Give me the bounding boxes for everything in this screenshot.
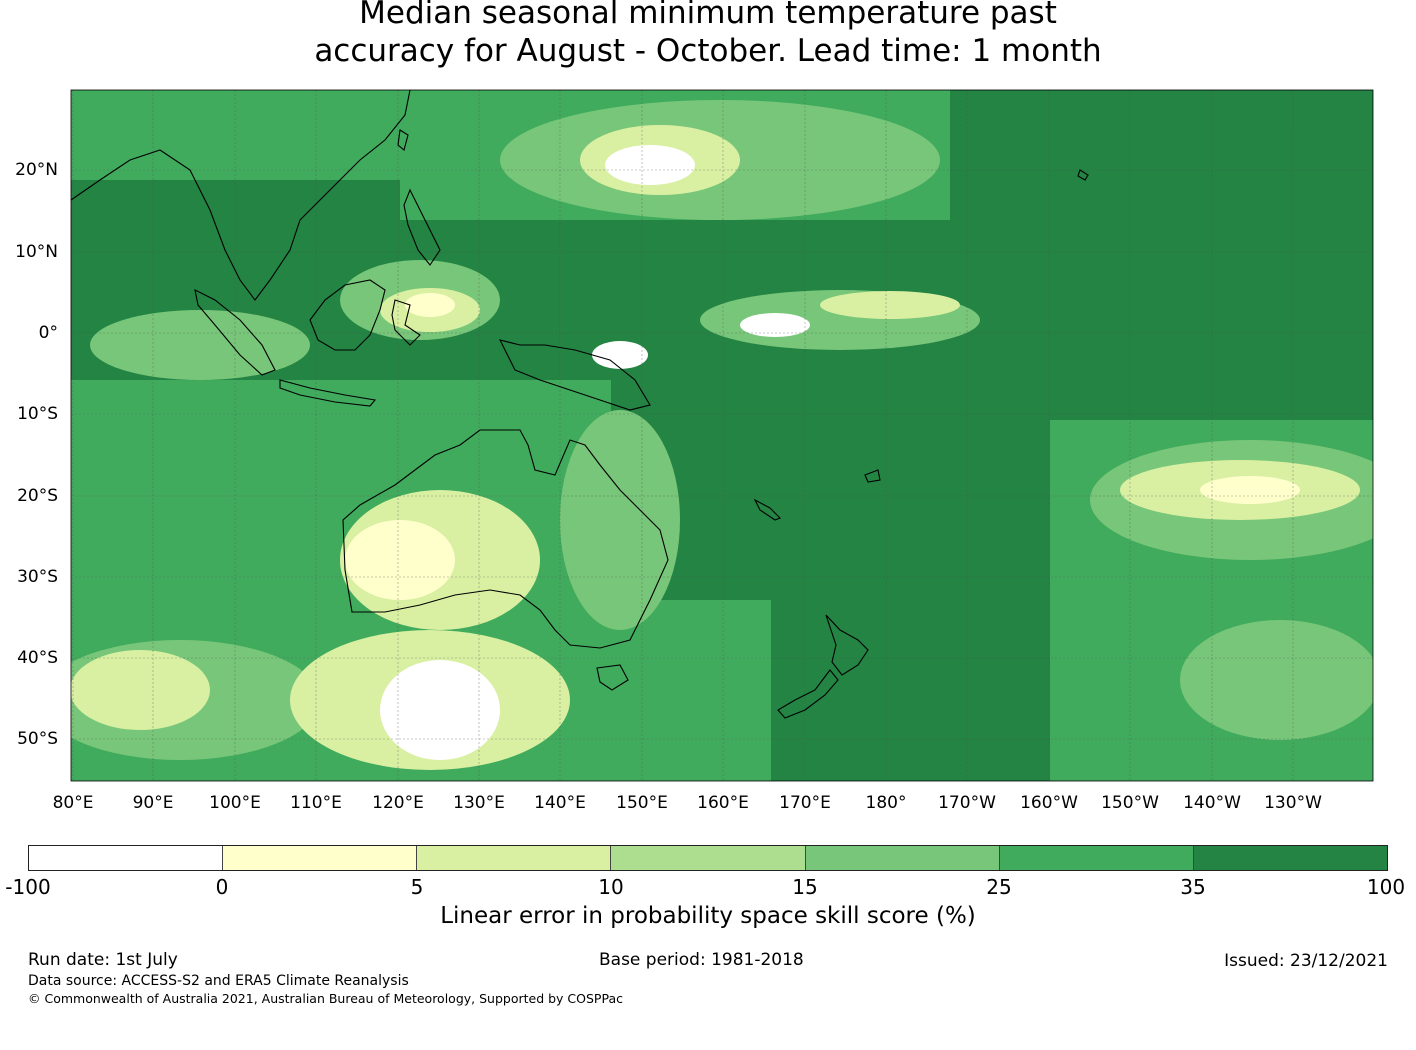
colorbar-segment xyxy=(1193,846,1387,870)
lon-label-120e: 120°E xyxy=(372,793,424,813)
lon-label-140w: 140°W xyxy=(1183,793,1241,813)
base-period: Base period: 1981-2018 xyxy=(599,950,804,970)
mainland-asia-coastline xyxy=(70,89,411,301)
map-title: Median seasonal minimum temperature past… xyxy=(0,0,1416,70)
lat-label-20s: 20°S xyxy=(17,486,58,506)
lon-label-180: 180° xyxy=(865,793,907,813)
colorbar-segment xyxy=(611,846,806,870)
new-caledonia-coastline xyxy=(753,498,781,521)
lon-label-90e: 90°E xyxy=(132,793,174,813)
taiwan-coastline xyxy=(397,129,409,151)
colorbar-segment xyxy=(805,846,1000,870)
lat-label-10s: 10°S xyxy=(17,404,58,424)
graticule xyxy=(71,90,1373,781)
colorbar-tick: 100 xyxy=(1366,875,1406,899)
lon-label-100e: 100°E xyxy=(209,793,261,813)
lon-label-150e: 150°E xyxy=(616,793,668,813)
map-field xyxy=(71,90,1373,781)
lon-label-110e: 110°E xyxy=(290,793,342,813)
skill-score-map xyxy=(70,89,1374,782)
colorbar-tick: 35 xyxy=(1180,875,1206,899)
philippines-coastline xyxy=(403,188,441,266)
data-source: Data source: ACCESS-S2 and ERA5 Climate … xyxy=(28,973,409,989)
colorbar-tick: 5 xyxy=(410,875,424,899)
lat-label-20n: 20°N xyxy=(15,160,58,180)
title-line-1: Median seasonal minimum temperature past xyxy=(359,0,1057,31)
colorbar-tick: 10 xyxy=(598,875,624,899)
colorbar-segment xyxy=(417,846,612,870)
lat-label-30s: 30°S xyxy=(17,567,58,587)
colorbar-tick: -100 xyxy=(5,875,51,899)
lon-label-80e: 80°E xyxy=(52,793,94,813)
lon-label-130w: 130°W xyxy=(1264,793,1322,813)
australia-coastline xyxy=(342,429,669,649)
map-frame xyxy=(70,89,1374,782)
colorbar-segment xyxy=(999,846,1194,870)
colorbar-tick: 0 xyxy=(215,875,229,899)
sumatra-coastline xyxy=(194,289,276,376)
fiji-coastline xyxy=(864,469,881,483)
hawaii-coastline xyxy=(1077,169,1089,181)
borneo-coastline xyxy=(309,279,386,351)
title-line-2: accuracy for August - October. Lead time… xyxy=(314,33,1102,69)
new-zealand-north-coastline xyxy=(825,614,869,676)
lat-label-10n: 10°N xyxy=(15,242,58,262)
lon-label-170w: 170°W xyxy=(938,793,996,813)
tasmania-coastline xyxy=(596,664,629,691)
issued-date: Issued: 23/12/2021 xyxy=(1224,951,1388,971)
new-guinea-coastline xyxy=(498,339,651,411)
coastlines xyxy=(70,89,1089,719)
lon-label-150w: 150°W xyxy=(1101,793,1159,813)
sulawesi-coastline xyxy=(391,299,421,346)
lon-label-160e: 160°E xyxy=(697,793,749,813)
lat-label-40s: 40°S xyxy=(17,648,58,668)
lon-label-170e: 170°E xyxy=(779,793,831,813)
lat-label-50s: 50°S xyxy=(17,729,58,749)
copyright: © Commonwealth of Australia 2021, Austra… xyxy=(28,991,623,1006)
lon-label-160w: 160°W xyxy=(1020,793,1078,813)
colorbar-segment xyxy=(29,846,224,870)
colorbar-label: Linear error in probability space skill … xyxy=(440,903,976,929)
colorbar xyxy=(28,845,1388,871)
lon-label-130e: 130°E xyxy=(453,793,505,813)
colorbar-tick: 25 xyxy=(986,875,1012,899)
lon-label-140e: 140°E xyxy=(534,793,586,813)
run-date: Run date: 1st July xyxy=(28,950,178,970)
java-coastline xyxy=(279,379,377,407)
colorbar-segment xyxy=(223,846,418,870)
colorbar-tick: 15 xyxy=(792,875,818,899)
new-zealand-south-coastline xyxy=(777,669,839,719)
lat-label-0: 0° xyxy=(38,323,58,343)
